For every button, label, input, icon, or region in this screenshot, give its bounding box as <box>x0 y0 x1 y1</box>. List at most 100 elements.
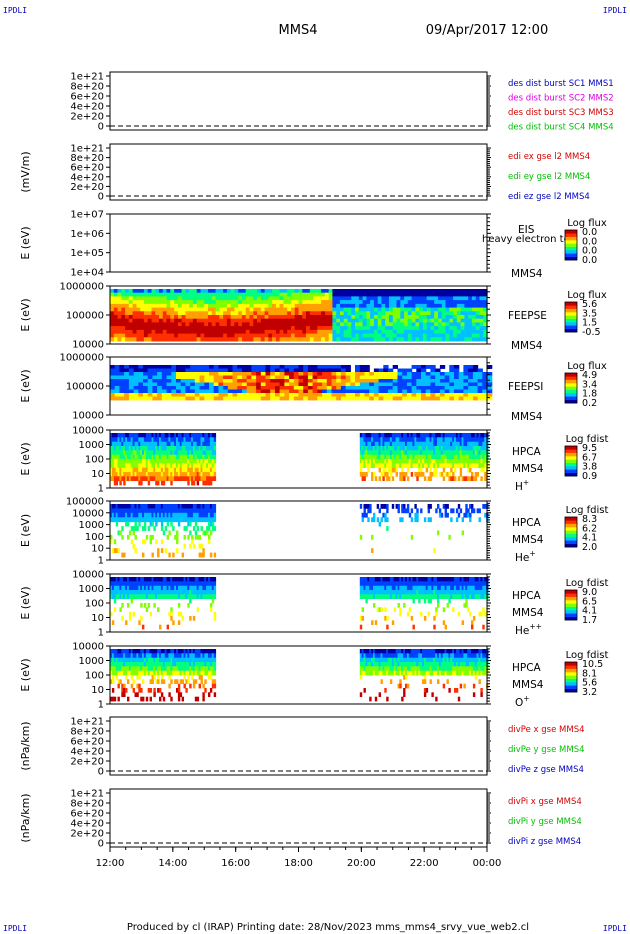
feepse-cell <box>328 322 334 327</box>
hpca_he-cell <box>185 508 188 514</box>
feepsi-cell <box>152 393 158 397</box>
feepse-cell <box>358 329 364 335</box>
hpca_h-cell <box>172 441 175 447</box>
feepsi-cell <box>246 375 252 380</box>
feepse-cell <box>362 292 367 297</box>
feepse-cell <box>385 311 390 316</box>
hpca_h-cell <box>431 472 434 477</box>
hpca_h-cell <box>474 437 478 442</box>
feepse-cell <box>268 326 273 331</box>
feepse-cell <box>355 289 360 294</box>
feepsi-cell <box>421 396 427 401</box>
feepse-cell <box>219 326 224 331</box>
hpca_he-cell <box>132 543 135 549</box>
feepsi-cell <box>209 382 215 387</box>
hpca_h-cell <box>204 459 207 464</box>
feepse-cell <box>328 289 334 294</box>
feepse-cell <box>407 292 413 297</box>
feepse-cell <box>355 296 360 301</box>
feepse-cell <box>340 326 345 331</box>
hpca_h-cell <box>111 446 115 451</box>
hpca_h-cell <box>401 476 404 481</box>
hpca_h-cell <box>208 433 211 438</box>
feepsi-cell <box>449 382 455 387</box>
hpca_h-cell <box>480 476 483 481</box>
hpca_h-cell <box>145 433 149 438</box>
hpca_hepp-cell <box>138 577 141 582</box>
feepse-cell <box>483 311 488 316</box>
feepsi-cell <box>213 393 219 397</box>
feepse-cell <box>185 337 190 342</box>
feepsi-cell <box>463 396 469 401</box>
feepse-cell <box>411 329 416 335</box>
hpca_he-cell <box>427 504 430 509</box>
hpca_he-cell <box>437 530 440 536</box>
feepse-cell <box>143 333 149 338</box>
hpca_h-cell <box>151 450 154 455</box>
feepse-cell <box>422 292 428 297</box>
feepse-cell <box>456 329 462 335</box>
hpca_hepp-cell <box>382 585 385 591</box>
feepse-cell <box>381 303 386 309</box>
hpca_h-cell <box>452 459 455 464</box>
feepse-cell <box>249 322 254 327</box>
hpca_he-cell <box>117 508 120 514</box>
hpca_hepp-cell <box>465 590 468 595</box>
feepsi-cell <box>152 372 158 376</box>
hpca_he-cell <box>128 508 132 514</box>
feepse-cell <box>241 311 247 316</box>
hpca_h-cell <box>376 450 380 455</box>
feepse-cell <box>128 318 134 323</box>
feepse-cell <box>422 307 428 312</box>
feepse-cell <box>396 307 401 312</box>
hpca_hepp-cell <box>153 581 156 586</box>
feepsi-cell <box>138 382 144 387</box>
feepsi-cell <box>487 365 493 369</box>
feepse-cell <box>366 307 371 312</box>
hpca_h-cell <box>187 450 190 455</box>
feepsi-cell <box>194 386 201 390</box>
hpca_h-cell <box>204 467 207 473</box>
hpca_hepp-cell <box>433 616 436 621</box>
hpca_he-cell <box>471 508 474 514</box>
y-axis-label: E (eV) <box>19 514 32 547</box>
hpca_h-cell <box>145 441 149 447</box>
feepse-cell <box>426 315 432 320</box>
feepse-cell <box>208 303 213 309</box>
feepse-cell <box>392 300 398 305</box>
feepse-cell <box>430 292 435 297</box>
hpca_hepp-cell <box>196 607 200 612</box>
hpca_h-cell <box>145 459 149 464</box>
feepsi-cell <box>251 389 257 394</box>
hpca_h-cell <box>384 441 387 447</box>
hpca_he-cell <box>183 508 186 514</box>
feepse-cell <box>151 329 156 335</box>
hpca_h-cell <box>179 446 183 451</box>
hpca_hepp-cell <box>467 594 470 599</box>
colorbar-segment <box>565 523 577 528</box>
feepsi-cell <box>251 372 257 376</box>
hpca_h-cell <box>418 454 421 460</box>
hpca_hepp-cell <box>200 585 203 591</box>
feepse-cell <box>358 326 364 331</box>
hpca_hepp-cell <box>395 594 398 599</box>
feepse-cell <box>189 318 194 323</box>
hpca_he-cell <box>433 548 436 553</box>
hpca_hepp-cell <box>127 603 130 608</box>
feepsi-cell <box>444 389 450 394</box>
feepse-cell <box>121 303 126 309</box>
hpca_hepp-cell <box>431 585 434 591</box>
hpca_h-cell <box>136 463 139 468</box>
hpca_hepp-cell <box>196 585 200 591</box>
hpca_h-cell <box>162 433 166 438</box>
hpca_h-cell <box>136 446 139 451</box>
hpca_h-cell <box>170 463 173 468</box>
hpca_hepp-cell <box>119 577 122 582</box>
feepse-cell <box>177 300 183 305</box>
hpca_hepp-cell <box>474 594 478 599</box>
feepse-cell <box>483 337 488 342</box>
hpca_he-cell <box>196 504 200 509</box>
hpca_h-cell <box>208 441 211 447</box>
feepsi-cell <box>430 386 436 390</box>
hpca_he-cell <box>176 548 179 553</box>
